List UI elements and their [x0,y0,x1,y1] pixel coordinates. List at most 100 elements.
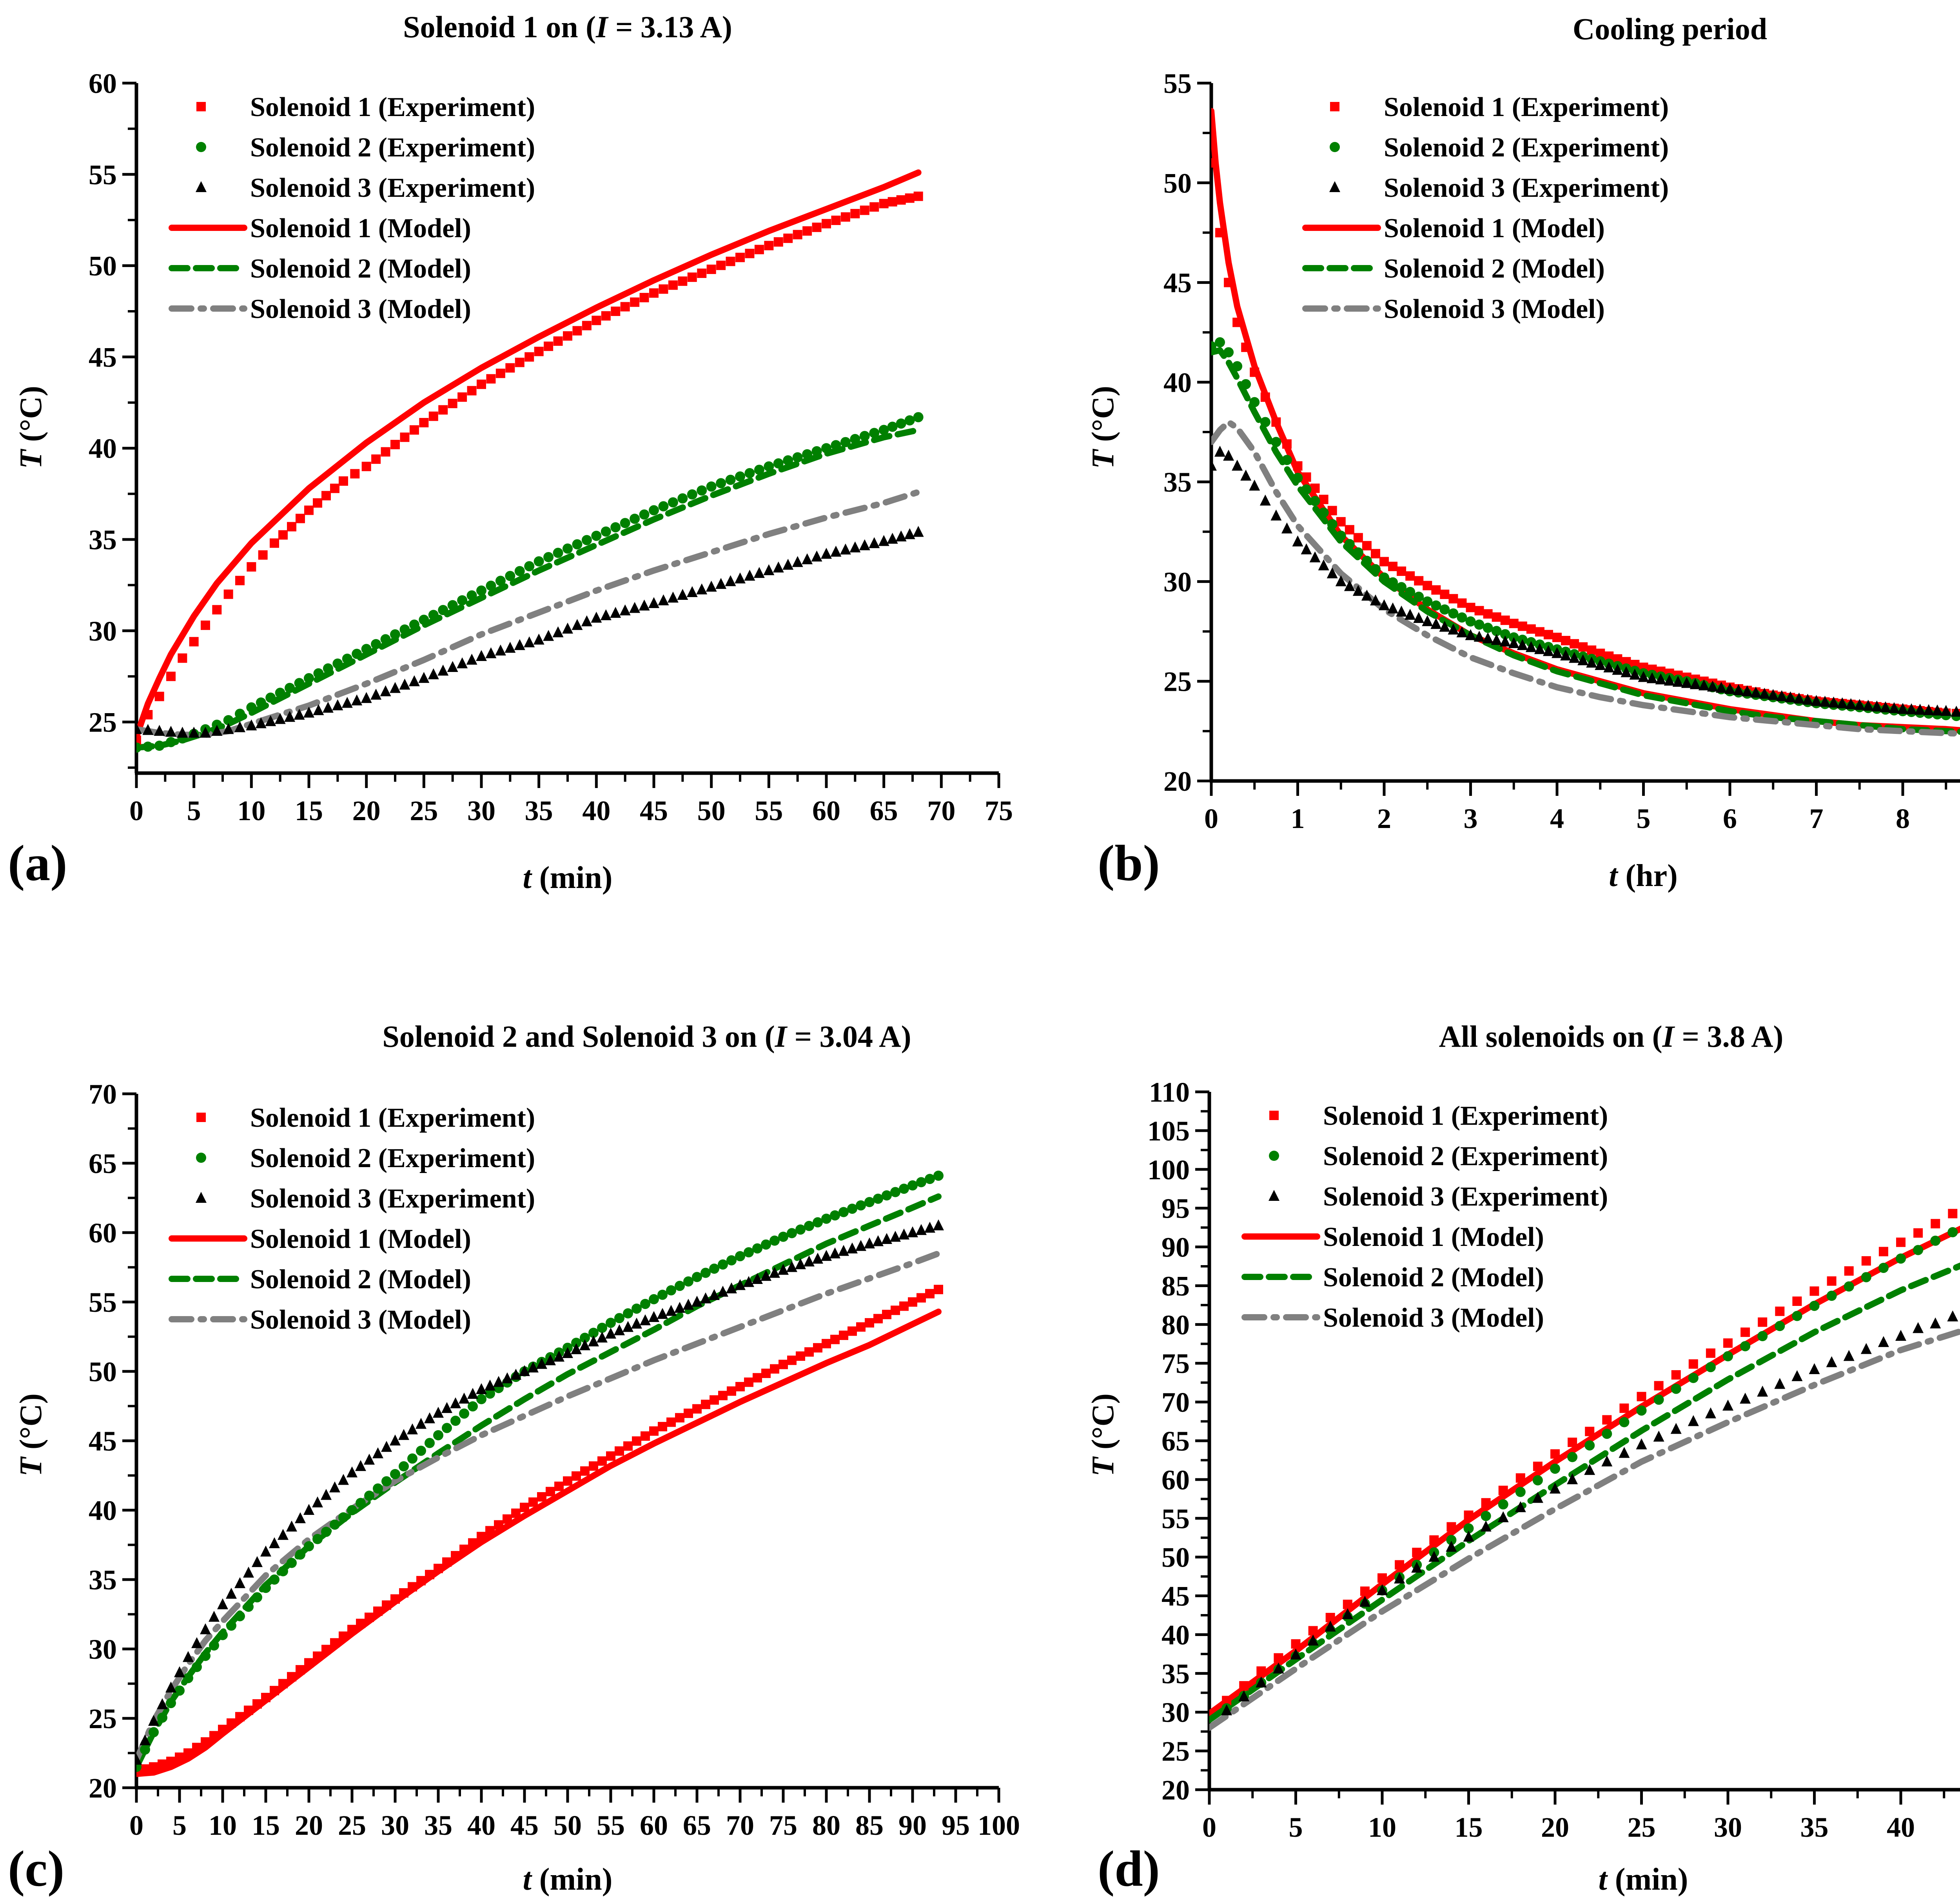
data-point [666,1305,677,1316]
data-point [493,1376,504,1387]
data-point [1232,361,1243,372]
data-point [1345,525,1354,535]
data-point [400,432,410,442]
data-point [1482,632,1494,643]
data-point [1543,630,1553,639]
data-point [692,1272,702,1282]
data-point [1636,1438,1647,1449]
data-point [878,425,889,435]
data-point [675,1280,685,1291]
data-point [524,352,534,362]
plot-area [1209,1209,1960,1731]
data-point [407,1453,417,1464]
title-part: = 3.13 A) [608,10,732,44]
data-point [1397,566,1406,576]
data-point [873,1193,883,1204]
data-point [882,1190,892,1201]
data-point [183,1651,194,1662]
legend-label: Solenoid 1 (Model) [1384,213,1605,243]
data-point [1327,519,1338,529]
data-point [546,1487,555,1496]
data-point [1319,494,1328,504]
data-point [433,1407,444,1418]
title-part: All solenoids on ( [1439,1019,1662,1053]
data-point [1293,461,1303,471]
x-tick-label: 15 [1455,1812,1483,1843]
data-point [1481,1498,1491,1508]
data-point [778,1231,788,1242]
data-point [545,1354,556,1366]
data-point [716,260,726,270]
x-tick-label: 65 [870,795,898,826]
data-point [572,539,583,550]
data-point [1774,1378,1786,1389]
data-point [244,1705,253,1715]
data-point [1775,1306,1785,1316]
legend-item: Solenoid 1 (Model) [1241,1222,1544,1252]
y-axis-label: T (°C) [14,1393,48,1476]
data-point [1448,623,1459,635]
legend-item: Solenoid 2 (Model) [1302,254,1605,284]
data-point [1775,1321,1785,1331]
data-point [286,1520,297,1532]
data-point [1802,694,1813,705]
data-point [658,1422,667,1431]
data-point [252,1592,262,1603]
data-point [261,1583,271,1593]
data-point [1370,594,1381,606]
data-point [347,1505,357,1515]
x-tick-label: 0 [1204,803,1218,834]
data-point [869,537,880,548]
legend-label: Solenoid 2 (Experiment) [1323,1141,1608,1171]
data-point [1360,1586,1370,1596]
data-point [1532,1475,1543,1485]
legend-label: Solenoid 1 (Experiment) [1323,1101,1608,1131]
data-point [468,1538,477,1548]
x-tick-label: 15 [252,1810,280,1841]
data-point [1602,1429,1612,1439]
data-point [1474,606,1484,616]
data-point [1604,651,1614,661]
data-point [735,1251,745,1262]
data-point [270,1686,279,1696]
x-axis-symbol: t [523,861,533,895]
data-point [1552,647,1563,658]
y-tick-label: 110 [1149,1077,1190,1108]
data-point [611,307,621,316]
x-tick-label: 25 [1628,1812,1656,1843]
data-point [913,191,923,201]
data-point [1923,704,1935,715]
data-point [390,1469,400,1479]
x-axis-unit: (min) [532,861,613,895]
data-point [1232,318,1242,327]
legend-label: Solenoid 1 (Experiment) [250,1103,535,1133]
data-point [269,1537,280,1548]
data-point [258,550,268,560]
data-point [313,704,324,715]
data-point [1498,1485,1508,1495]
x-tick-label: 50 [554,1810,582,1841]
data-point [278,1566,288,1576]
data-point [1860,1343,1872,1354]
data-point [588,1335,599,1347]
data-point [1241,342,1251,352]
data-point [763,564,775,576]
data-point [778,1264,789,1275]
data-point [534,347,544,356]
legend-label: Solenoid 3 (Model) [250,294,471,324]
data-point [476,1383,487,1395]
data-point [1260,392,1270,402]
x-tick-label: 10 [1368,1812,1396,1843]
data-point [247,562,256,572]
legend-label: Solenoid 3 (Model) [250,1305,471,1335]
data-point [165,1681,176,1693]
data-point [696,583,708,595]
y-tick-label: 65 [89,1148,117,1179]
legend-item: Solenoid 3 (Model) [1302,294,1605,324]
data-point [1250,367,1259,377]
data-point [364,1453,375,1465]
data-point [822,219,831,229]
data-point [543,630,554,641]
data-point [425,1438,435,1448]
data-point [639,293,649,303]
